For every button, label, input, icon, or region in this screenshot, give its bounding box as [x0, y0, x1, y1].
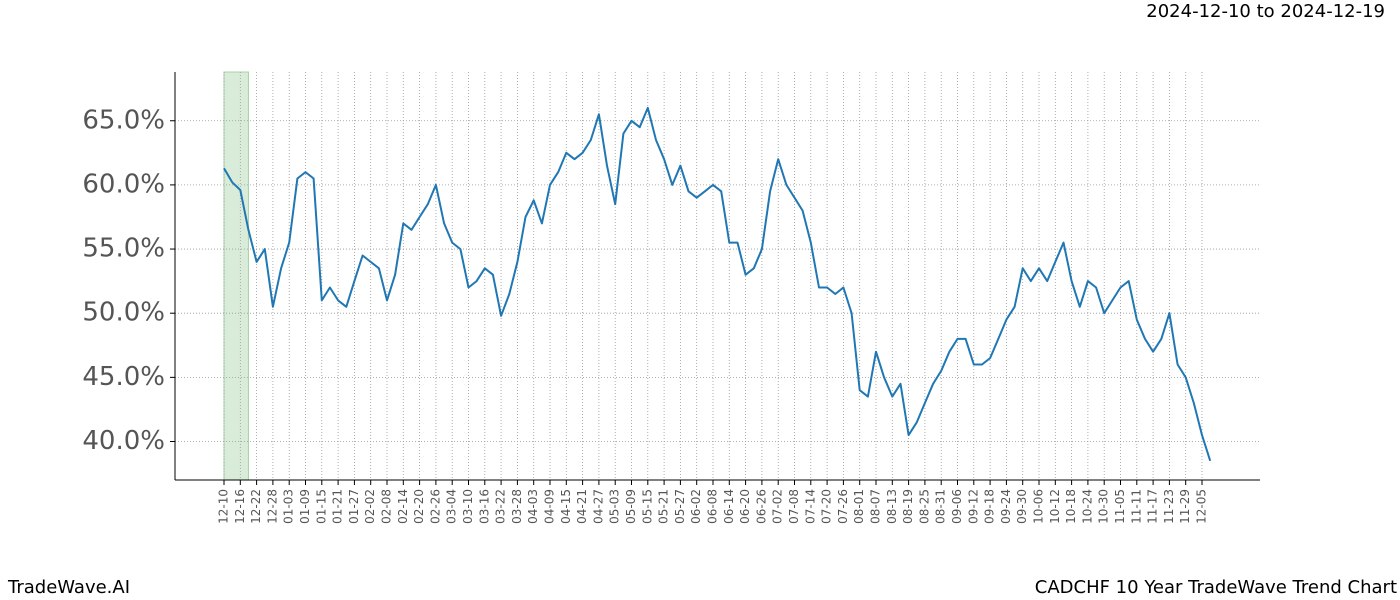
series-line: [223, 106, 1212, 462]
x-tick-label: 03-04: [445, 489, 459, 524]
x-tick-label: 06-02: [689, 489, 703, 524]
brand: TradeWave.AI: [7, 577, 130, 598]
x-tick-label: 10-30: [1097, 489, 1111, 524]
x-tick-label: 10-18: [1064, 489, 1078, 524]
x-tick-label: 06-08: [706, 489, 720, 524]
x-tick-label: 03-28: [510, 489, 524, 524]
x-tick-label: 08-19: [901, 489, 915, 524]
x-tick-label: 11-05: [1113, 489, 1127, 524]
y-tick-label: 45.0%: [82, 362, 165, 392]
x-tick-label: 01-03: [282, 489, 296, 524]
x-tick-label: 02-26: [428, 489, 442, 524]
x-tick-label: 03-16: [477, 489, 491, 524]
x-tick-label: 10-12: [1048, 489, 1062, 524]
x-tick-label: 09-30: [1015, 489, 1029, 524]
x-tick-label: 05-27: [673, 489, 687, 524]
highlight-span: [223, 71, 249, 481]
date-range: 2024-12-10 to 2024-12-19: [1146, 1, 1385, 22]
x-tick-label: 04-09: [543, 489, 557, 524]
x-tick-label: 12-05: [1195, 489, 1209, 524]
x-tick-label: 07-08: [787, 489, 801, 524]
x-tick-label: 04-27: [591, 489, 605, 524]
y-tick-label: 40.0%: [82, 426, 165, 456]
x-tick-label: 08-01: [852, 489, 866, 524]
x-tick-label: 02-02: [363, 489, 377, 524]
x-tick-label: 05-09: [624, 489, 638, 524]
x-tick-label: 03-10: [461, 489, 475, 524]
x-tick-label: 01-09: [298, 489, 312, 524]
x-tick-label: 05-21: [657, 489, 671, 524]
x-tick-label: 01-15: [314, 489, 328, 524]
x-tick-label: 05-15: [640, 489, 654, 524]
x-tick-label: 07-02: [771, 489, 785, 524]
x-tick-label: 07-14: [803, 489, 817, 524]
x-tick-label: 11-11: [1129, 489, 1143, 524]
x-tick-label: 10-06: [1032, 489, 1046, 524]
y-tick-label: 60.0%: [82, 169, 165, 199]
x-tick-label: 11-29: [1178, 489, 1192, 524]
x-tick-label: 12-28: [265, 489, 279, 524]
x-tick-label: 08-07: [869, 489, 883, 524]
x-tick-label: 01-21: [331, 489, 345, 524]
x-tick-label: 06-14: [722, 489, 736, 524]
x-tick-label: 07-26: [836, 489, 850, 524]
x-tick-label: 12-16: [233, 489, 247, 524]
x-tick-label: 09-24: [999, 489, 1013, 524]
y-tick-label: 50.0%: [82, 298, 165, 328]
x-tick-label: 08-31: [934, 489, 948, 524]
x-tick-label: 07-20: [820, 489, 834, 524]
x-tick-label: 03-22: [494, 489, 508, 524]
x-tick-label: 11-23: [1162, 489, 1176, 524]
x-tick-label: 08-25: [917, 489, 931, 524]
x-tick-label: 04-15: [559, 489, 573, 524]
x-tick-label: 02-08: [380, 489, 394, 524]
x-tick-label: 06-20: [738, 489, 752, 524]
y-tick-label: 65.0%: [82, 105, 165, 135]
x-tick-label: 11-17: [1146, 489, 1160, 524]
x-tick-label: 01-27: [347, 489, 361, 524]
x-tick-label: 04-21: [575, 489, 589, 524]
x-tick-label: 02-14: [396, 489, 410, 524]
x-tick-label: 09-06: [950, 489, 964, 524]
x-tick-label: 05-03: [608, 489, 622, 524]
x-tick-label: 12-22: [249, 489, 263, 524]
chart-title: CADCHF 10 Year TradeWave Trend Chart: [1035, 577, 1397, 598]
x-tick-label: 02-20: [412, 489, 426, 524]
x-tick-label: 09-12: [966, 489, 980, 524]
y-tick-label: 55.0%: [82, 234, 165, 264]
x-tick-label: 12-10: [217, 489, 231, 524]
x-tick-label: 04-03: [526, 489, 540, 524]
x-tick-label: 09-18: [983, 489, 997, 524]
x-tick-label: 10-24: [1080, 489, 1094, 524]
x-tick-label: 06-26: [754, 489, 768, 524]
x-tick-label: 08-13: [885, 489, 899, 524]
